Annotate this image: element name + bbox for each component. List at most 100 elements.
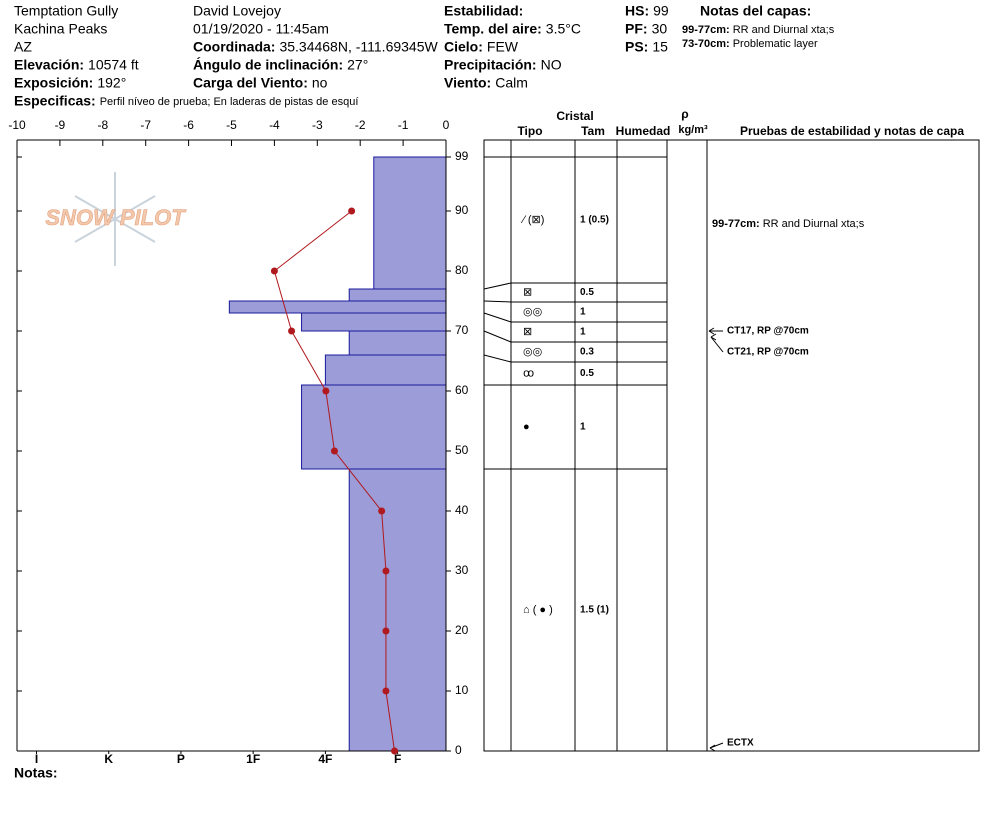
y-tick-label: 40	[455, 503, 469, 517]
field-value: Perfil níveo de prueba; En laderas de pi…	[100, 96, 359, 108]
header-text: AZ	[14, 39, 32, 55]
layer-note-value: RR and Diurnal xta;s	[733, 24, 835, 36]
field-value: 15	[652, 39, 668, 55]
layer-bar	[348, 288, 447, 302]
grain-size: 0.3	[580, 347, 594, 358]
stability-test: CT17, RP @70cm	[727, 326, 809, 337]
hardness-label: I	[35, 752, 38, 766]
logo-text: SNOW PILOT	[45, 205, 186, 230]
layer-bar	[324, 354, 447, 386]
grain-type: ꝏ	[523, 367, 534, 379]
grain-size: 1	[580, 327, 586, 338]
field-label: Elevación:	[14, 57, 84, 73]
field-value: 10574 ft	[88, 57, 139, 73]
layer-boundary	[483, 330, 512, 343]
hardness-label: 4F	[318, 752, 332, 766]
layer-boundary	[483, 354, 512, 363]
layer-note-value: RR and Diurnal xta;s	[763, 218, 865, 230]
y-tick-label: 10	[455, 683, 469, 697]
temperature-point	[288, 327, 296, 335]
layer-bar	[348, 330, 447, 356]
header-text: David Lovejoy	[193, 3, 281, 19]
field-value: 192°	[97, 75, 126, 91]
table-header: Humedad	[616, 124, 671, 138]
temperature-point	[382, 627, 390, 635]
field-label: Exposición:	[14, 75, 93, 91]
field-label: Ángulo de inclinación:	[193, 57, 343, 73]
field-label: Viento:	[444, 75, 491, 91]
hardness-label: K	[104, 752, 113, 766]
header-text: 01/19/2020 - 11:45am	[193, 21, 329, 37]
density-header: ρ	[681, 107, 688, 121]
layer-notes-title: Notas del capas:	[700, 3, 811, 19]
field-value: 30	[652, 21, 668, 37]
arrow-head	[709, 744, 716, 752]
y-tick-label: 80	[455, 263, 469, 277]
temperature-line	[273, 210, 396, 752]
temperature-point	[382, 687, 390, 695]
field-label: PF:	[625, 21, 648, 37]
temperature-point	[330, 447, 338, 455]
layer-bar	[348, 468, 447, 752]
x-tick-label: -10	[8, 118, 26, 132]
tests-header: Pruebas de estabilidad y notas de capa	[740, 124, 964, 138]
y-tick-label: 99	[455, 149, 469, 163]
field-label: Cielo:	[444, 39, 483, 55]
field-value: FEW	[487, 39, 519, 55]
x-tick-label: -3	[312, 118, 323, 132]
field-label: Coordinada:	[193, 39, 275, 55]
layer-boundary	[483, 312, 512, 323]
field-value: NO	[541, 57, 562, 73]
field-label: Especificas:	[14, 93, 96, 109]
grain-size: 1	[580, 422, 586, 433]
layer-bar	[301, 384, 447, 470]
field-label: PS:	[625, 39, 648, 55]
layer-bar	[301, 312, 447, 332]
field-label: Estabilidad:	[444, 3, 523, 19]
layer-note-value: Problematic layer	[733, 38, 818, 50]
layer-boundary	[483, 282, 512, 290]
x-tick-label: -8	[97, 118, 108, 132]
y-tick-label: 90	[455, 203, 469, 217]
grain-size: 1	[580, 307, 586, 318]
hardness-label: F	[394, 752, 401, 766]
table-header: Tipo	[517, 124, 542, 138]
grain-type: ●	[523, 421, 530, 433]
layer-note-label: 99-77cm:	[682, 24, 730, 36]
x-tick-label: -1	[398, 118, 409, 132]
field-label: HS:	[625, 3, 649, 19]
x-tick-label: -7	[140, 118, 151, 132]
y-tick-label: 60	[455, 383, 469, 397]
x-tick-label: -2	[355, 118, 366, 132]
x-tick-label: 0	[443, 118, 450, 132]
field-value: 27°	[347, 57, 368, 73]
arrow-head	[710, 333, 717, 341]
x-tick-label: -4	[269, 118, 280, 132]
temperature-point	[322, 387, 330, 395]
density-unit: kg/m³	[678, 124, 708, 136]
grain-size: 0.5	[580, 368, 594, 379]
field-value: Calm	[495, 75, 528, 91]
grain-type: ⊠	[523, 286, 532, 298]
temperature-point	[382, 567, 390, 575]
y-tick-label: 20	[455, 623, 469, 637]
field-label: Precipitación:	[444, 57, 537, 73]
field-value: 35.34468N, -111.69345W	[279, 39, 438, 55]
field-value: 3.5°C	[546, 21, 581, 37]
header-text: Kachina Peaks	[14, 21, 107, 37]
arrow-head	[708, 327, 715, 335]
grain-type: ⊠	[523, 326, 532, 338]
y-tick-label: 70	[455, 323, 469, 337]
field-label: Temp. del aire:	[444, 21, 542, 37]
grain-type: ◎◎	[523, 346, 542, 358]
grain-size: 0.5	[580, 287, 594, 298]
layer-bar	[228, 300, 447, 314]
layer-note-label: 99-77cm:	[712, 218, 760, 230]
grain-size: 1 (0.5)	[580, 215, 609, 226]
layer-boundary	[483, 300, 512, 303]
notes-label: Notas:	[14, 765, 58, 781]
field-label: Carga del Viento:	[193, 75, 308, 91]
test-arrow	[710, 336, 724, 353]
y-tick-label: 30	[455, 563, 469, 577]
